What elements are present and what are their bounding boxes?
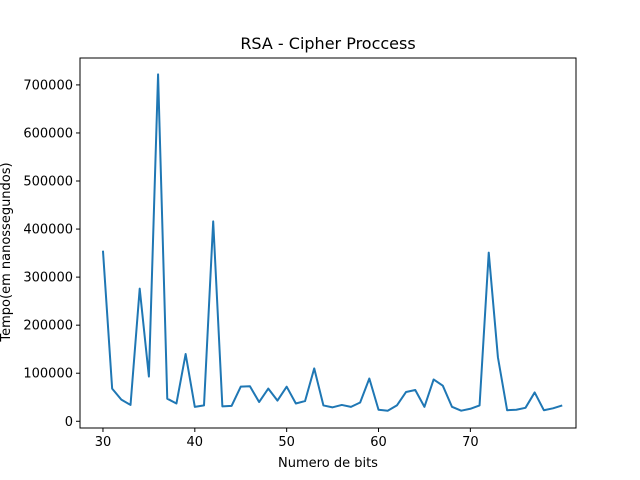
y-tick-label: 0 xyxy=(65,415,73,430)
y-tick-label: 700000 xyxy=(23,78,73,93)
series-line-0 xyxy=(101,73,563,412)
y-tick-label: 200000 xyxy=(23,319,73,334)
x-tick-label: 70 xyxy=(462,435,479,450)
y-tick-label: 500000 xyxy=(23,175,73,190)
x-tick-label: 30 xyxy=(95,435,112,450)
plot-frame xyxy=(79,57,577,429)
y-tick-label: 300000 xyxy=(23,271,73,286)
chart-title: RSA - Cipher Proccess xyxy=(240,34,415,53)
x-tick-label: 40 xyxy=(187,435,204,450)
x-axis: 30 40 50 60 70 xyxy=(95,428,479,450)
plot-area xyxy=(101,73,563,412)
y-tick-label: 400000 xyxy=(23,223,73,238)
y-tick-label: 100000 xyxy=(23,367,73,382)
x-axis-label: Numero de bits xyxy=(278,456,378,471)
y-axis: 0 100000 200000 300000 400000 500000 600000 700… xyxy=(23,78,80,430)
x-tick-label: 60 xyxy=(370,435,387,450)
y-tick-label: 600000 xyxy=(23,126,73,141)
x-tick-label: 50 xyxy=(278,435,295,450)
y-axis-label: Tempo(em nanossegundos) xyxy=(0,162,14,342)
